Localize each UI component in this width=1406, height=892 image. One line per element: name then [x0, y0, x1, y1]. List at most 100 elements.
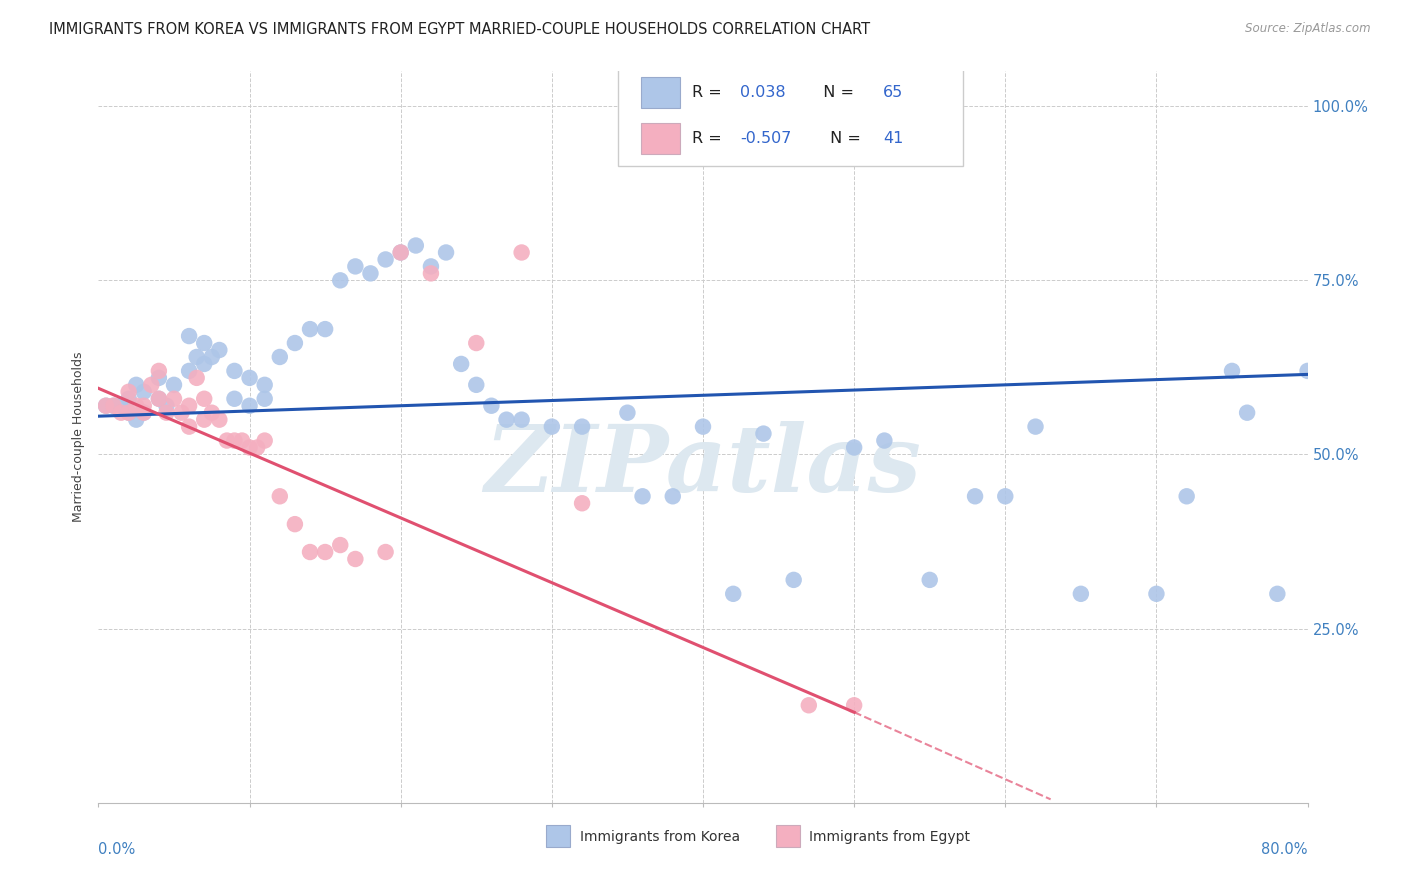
Point — [132, 384, 155, 399]
Point — [179, 364, 201, 378]
Point — [1296, 364, 1319, 378]
Point — [420, 266, 443, 280]
Point — [1267, 587, 1289, 601]
Text: ZIPatlas: ZIPatlas — [485, 421, 921, 511]
Point — [132, 406, 155, 420]
Point — [125, 399, 148, 413]
Point — [540, 419, 562, 434]
Point — [465, 336, 488, 351]
Point — [215, 434, 238, 448]
Point — [405, 238, 427, 252]
Point — [918, 573, 941, 587]
Point — [284, 336, 307, 351]
Point — [125, 412, 148, 426]
Point — [239, 399, 262, 413]
Point — [103, 399, 125, 413]
Point — [186, 350, 208, 364]
Point — [314, 322, 336, 336]
Point — [389, 245, 412, 260]
Point — [193, 412, 215, 426]
Point — [231, 434, 253, 448]
Point — [965, 489, 987, 503]
Point — [284, 517, 307, 532]
Point — [797, 698, 820, 713]
Point — [253, 377, 276, 392]
Text: 0.0%: 0.0% — [98, 842, 135, 856]
Point — [208, 343, 231, 357]
Point — [723, 587, 745, 601]
Text: 80.0%: 80.0% — [1261, 842, 1308, 856]
Point — [170, 406, 193, 420]
Point — [616, 406, 638, 420]
Point — [510, 245, 533, 260]
Point — [374, 545, 396, 559]
Point — [118, 406, 141, 420]
FancyBboxPatch shape — [776, 825, 800, 847]
Point — [631, 489, 654, 503]
Point — [246, 441, 269, 455]
Text: Immigrants from Korea: Immigrants from Korea — [579, 830, 740, 844]
Point — [94, 399, 117, 413]
FancyBboxPatch shape — [546, 825, 569, 847]
FancyBboxPatch shape — [619, 68, 963, 167]
Point — [299, 322, 322, 336]
Point — [253, 434, 276, 448]
Text: R =: R = — [692, 131, 727, 145]
Point — [420, 260, 443, 274]
Point — [163, 392, 186, 406]
FancyBboxPatch shape — [641, 78, 681, 108]
Point — [465, 377, 488, 392]
Point — [873, 434, 896, 448]
Point — [1175, 489, 1198, 503]
Text: Immigrants from Egypt: Immigrants from Egypt — [810, 830, 970, 844]
FancyBboxPatch shape — [641, 123, 681, 153]
Point — [329, 273, 352, 287]
Text: 0.038: 0.038 — [741, 85, 786, 100]
Point — [201, 350, 224, 364]
Point — [329, 538, 352, 552]
Point — [360, 266, 382, 280]
Point — [389, 245, 412, 260]
Point — [450, 357, 472, 371]
Point — [752, 426, 775, 441]
Point — [224, 434, 246, 448]
Point — [201, 406, 224, 420]
Point — [179, 329, 201, 343]
Point — [434, 245, 457, 260]
Point — [344, 260, 367, 274]
Point — [224, 364, 246, 378]
Point — [155, 399, 177, 413]
Text: 41: 41 — [883, 131, 904, 145]
Point — [481, 399, 503, 413]
Point — [510, 412, 533, 426]
Point — [1070, 587, 1092, 601]
Point — [148, 364, 170, 378]
Point — [193, 392, 215, 406]
Point — [239, 371, 262, 385]
Text: N =: N = — [813, 85, 859, 100]
Point — [253, 392, 276, 406]
Point — [163, 377, 186, 392]
Point — [844, 441, 866, 455]
Text: Source: ZipAtlas.com: Source: ZipAtlas.com — [1246, 22, 1371, 36]
Point — [844, 698, 866, 713]
Text: IMMIGRANTS FROM KOREA VS IMMIGRANTS FROM EGYPT MARRIED-COUPLE HOUSEHOLDS CORRELA: IMMIGRANTS FROM KOREA VS IMMIGRANTS FROM… — [49, 22, 870, 37]
Point — [110, 406, 132, 420]
Y-axis label: Married-couple Households: Married-couple Households — [72, 351, 86, 523]
Point — [118, 406, 141, 420]
Text: 65: 65 — [883, 85, 904, 100]
Point — [186, 371, 208, 385]
Point — [141, 377, 163, 392]
Point — [239, 441, 262, 455]
Point — [155, 406, 177, 420]
Point — [224, 392, 246, 406]
Point — [132, 399, 155, 413]
Point — [148, 392, 170, 406]
Point — [1024, 419, 1046, 434]
Point — [193, 357, 215, 371]
Point — [118, 384, 141, 399]
Point — [571, 419, 593, 434]
Point — [103, 399, 125, 413]
Point — [94, 399, 117, 413]
Point — [299, 545, 322, 559]
